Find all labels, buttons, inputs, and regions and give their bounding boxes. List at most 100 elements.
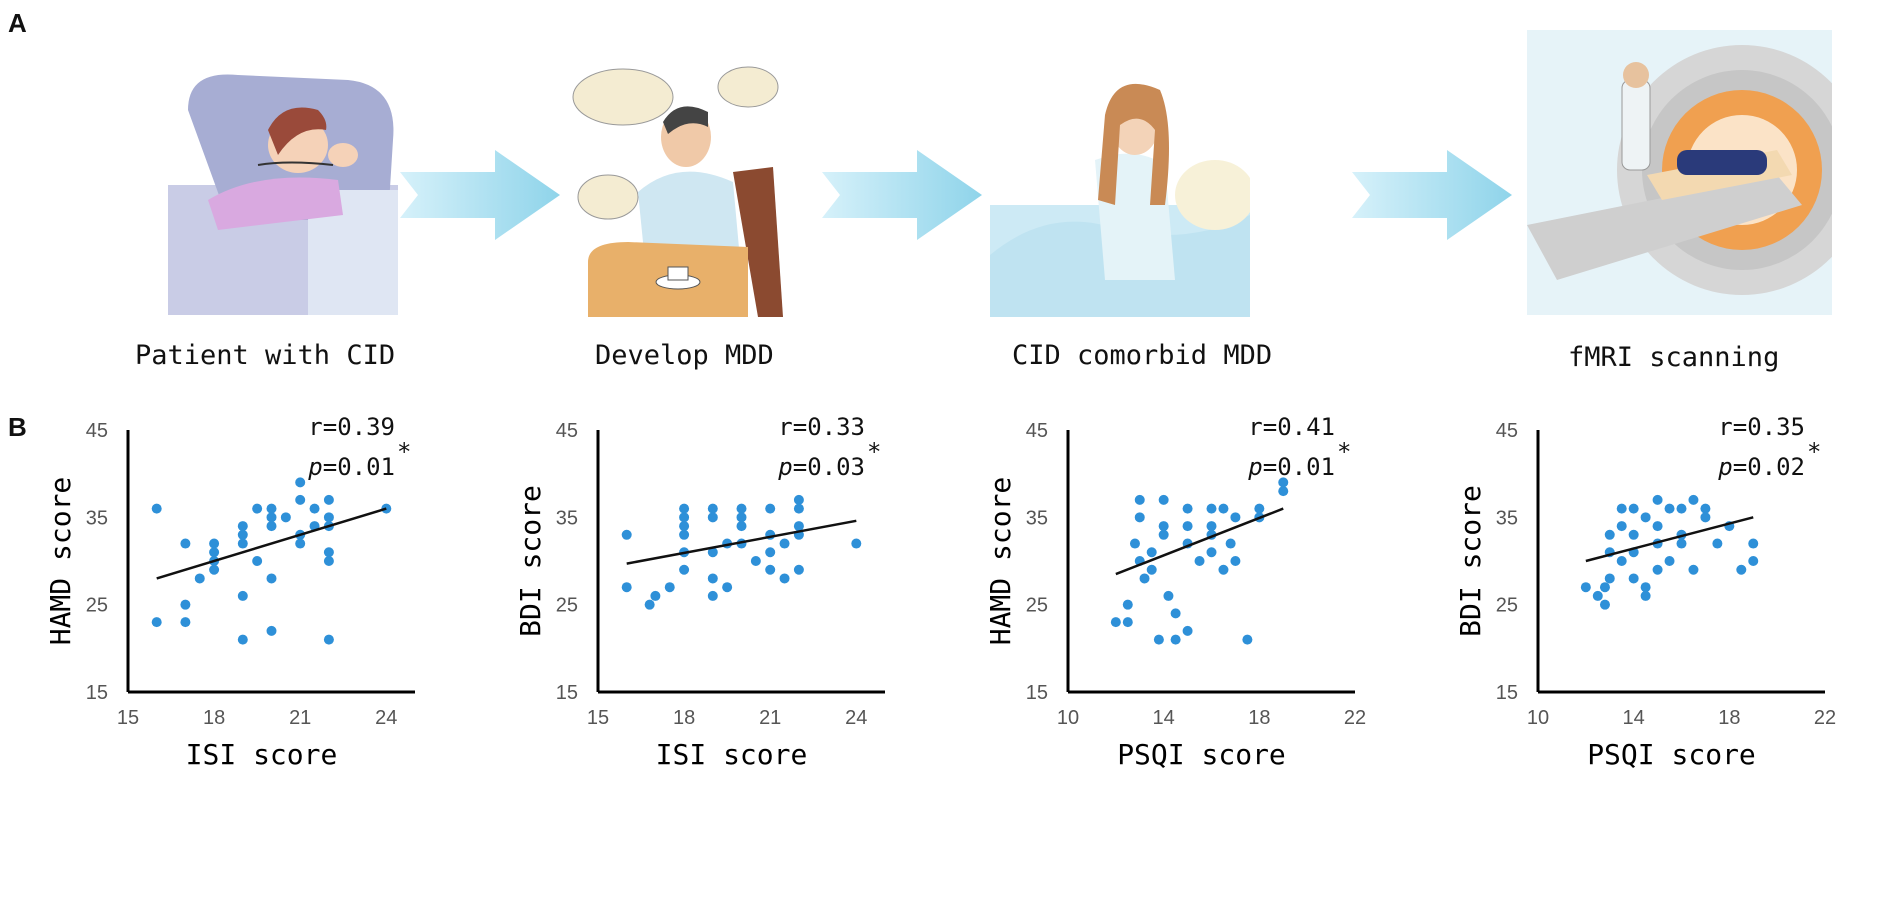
data-point	[1712, 538, 1723, 549]
fit-line	[1115, 507, 1284, 576]
r-value-label: r=0.41	[1248, 413, 1335, 441]
data-point	[1640, 590, 1651, 601]
data-point	[237, 538, 248, 549]
data-point	[1254, 503, 1265, 514]
fit-line	[626, 519, 857, 565]
r-value-label: r=0.33	[778, 413, 865, 441]
y-tick-label: 15	[556, 682, 578, 704]
data-point	[765, 503, 776, 514]
data-point	[1604, 573, 1615, 584]
data-point	[1616, 503, 1627, 514]
data-point	[750, 556, 761, 566]
data-point	[1182, 625, 1193, 636]
y-tick-label: 15	[1496, 682, 1518, 704]
data-point	[736, 503, 747, 514]
data-point	[252, 503, 263, 514]
data-point	[1182, 521, 1193, 532]
panel-a-label: A	[8, 8, 27, 38]
fit-line	[156, 507, 387, 580]
data-point	[1652, 564, 1663, 575]
x-axis-label: ISI score	[656, 738, 808, 771]
y-tick-label: 45	[556, 420, 578, 442]
data-point	[679, 521, 690, 532]
y-tick-label: 15	[86, 682, 108, 704]
y-tick-label: 25	[86, 595, 108, 617]
x-tick-label: 24	[845, 707, 867, 729]
data-point	[679, 529, 690, 540]
y-axis-label: BDI score	[514, 485, 547, 637]
x-tick-label: 10	[1527, 707, 1549, 729]
x-axis-label: PSQI score	[1587, 738, 1756, 771]
scatter-plot-1: 15 25 35 45 15 18 21 24 HAMD score ISI score r=0.3…	[30, 413, 500, 857]
data-point	[1182, 503, 1193, 514]
data-point	[707, 512, 718, 523]
x-tick-label: 14	[1153, 707, 1175, 729]
data-point	[1278, 477, 1289, 488]
data-point	[266, 521, 277, 532]
mri-scanner-illustration	[1527, 30, 1867, 315]
p-value-label: p=0.01	[307, 453, 395, 481]
y-tick-label: 25	[1026, 595, 1048, 617]
step-caption-3: CID comorbid MDD	[1012, 340, 1273, 371]
fit-line	[1585, 516, 1754, 563]
x-axis-label: PSQI score	[1117, 738, 1286, 771]
data-point	[621, 582, 632, 593]
data-point	[1170, 608, 1181, 619]
significance-asterisk: *	[1807, 438, 1821, 466]
data-point	[1599, 582, 1610, 593]
y-tick-label: 35	[556, 507, 578, 529]
data-point	[1664, 503, 1675, 514]
data-point	[1170, 634, 1181, 645]
data-point	[765, 564, 776, 575]
data-point	[266, 625, 277, 636]
data-point	[180, 599, 191, 610]
data-point	[209, 538, 220, 549]
data-point	[151, 503, 162, 514]
data-point	[793, 564, 804, 575]
plot-area: 15 25 35 45 15 18 21 24 HAMD score ISI score r=0.3…	[44, 413, 415, 771]
data-point	[1134, 512, 1145, 523]
data-point	[209, 564, 220, 575]
data-point	[707, 547, 718, 558]
data-point	[707, 503, 718, 514]
data-point	[323, 634, 334, 645]
data-point	[237, 529, 248, 540]
data-point	[1146, 547, 1157, 558]
data-point	[1748, 556, 1759, 566]
x-tick-label: 22	[1814, 707, 1836, 729]
x-tick-label: 18	[203, 707, 225, 729]
data-point	[1628, 529, 1639, 540]
data-point	[1616, 521, 1627, 532]
y-tick-label: 25	[556, 595, 578, 617]
panel-b-label: B	[8, 412, 27, 442]
y-tick-label: 35	[1026, 507, 1048, 529]
significance-asterisk: *	[397, 438, 411, 466]
data-point	[1676, 538, 1687, 549]
data-point	[1580, 582, 1591, 593]
data-point	[1158, 494, 1169, 505]
data-point	[237, 634, 248, 645]
data-point	[323, 556, 334, 566]
plot-area: 15 25 35 45 10 14 18 22 BDI score PSQI score r=0.3…	[1454, 413, 1836, 771]
data-point	[180, 538, 191, 549]
data-point	[1736, 564, 1747, 575]
data-point	[1139, 573, 1150, 584]
data-point	[1146, 564, 1157, 575]
data-point	[1206, 547, 1217, 558]
significance-asterisk: *	[867, 438, 881, 466]
data-point	[679, 564, 690, 575]
step-caption-4: fMRI scanning	[1568, 342, 1780, 373]
arrow-right-icon	[1352, 150, 1512, 245]
plot-area: 15 25 35 45 15 18 21 24 BDI score ISI score r=0.33…	[514, 413, 885, 771]
data-point	[793, 521, 804, 532]
sleeping-patient-illustration	[168, 70, 398, 315]
data-point	[779, 573, 790, 584]
data-point	[1640, 582, 1651, 593]
data-point	[664, 582, 675, 593]
data-point	[280, 512, 291, 523]
data-point	[180, 617, 191, 628]
data-point	[1163, 590, 1174, 601]
x-tick-label: 24	[375, 707, 397, 729]
data-point	[252, 556, 263, 566]
data-point	[1652, 521, 1663, 532]
